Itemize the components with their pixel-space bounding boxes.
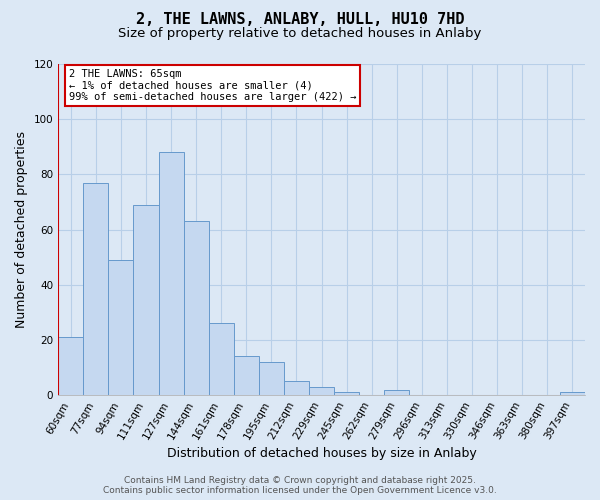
- Bar: [385, 390, 409, 395]
- Y-axis label: Number of detached properties: Number of detached properties: [15, 131, 28, 328]
- Bar: [83, 182, 109, 395]
- Bar: [284, 382, 309, 395]
- Bar: [109, 260, 133, 395]
- Bar: [133, 204, 158, 395]
- Bar: [158, 152, 184, 395]
- Text: 2, THE LAWNS, ANLABY, HULL, HU10 7HD: 2, THE LAWNS, ANLABY, HULL, HU10 7HD: [136, 12, 464, 28]
- Bar: [184, 222, 209, 395]
- Bar: [259, 362, 284, 395]
- Text: Size of property relative to detached houses in Anlaby: Size of property relative to detached ho…: [118, 28, 482, 40]
- Bar: [309, 387, 334, 395]
- Bar: [334, 392, 359, 395]
- Bar: [58, 337, 83, 395]
- Text: Contains HM Land Registry data © Crown copyright and database right 2025.
Contai: Contains HM Land Registry data © Crown c…: [103, 476, 497, 495]
- Bar: [234, 356, 259, 395]
- Text: 2 THE LAWNS: 65sqm
← 1% of detached houses are smaller (4)
99% of semi-detached : 2 THE LAWNS: 65sqm ← 1% of detached hous…: [69, 69, 356, 102]
- Bar: [209, 324, 234, 395]
- Bar: [560, 392, 585, 395]
- X-axis label: Distribution of detached houses by size in Anlaby: Distribution of detached houses by size …: [167, 447, 476, 460]
